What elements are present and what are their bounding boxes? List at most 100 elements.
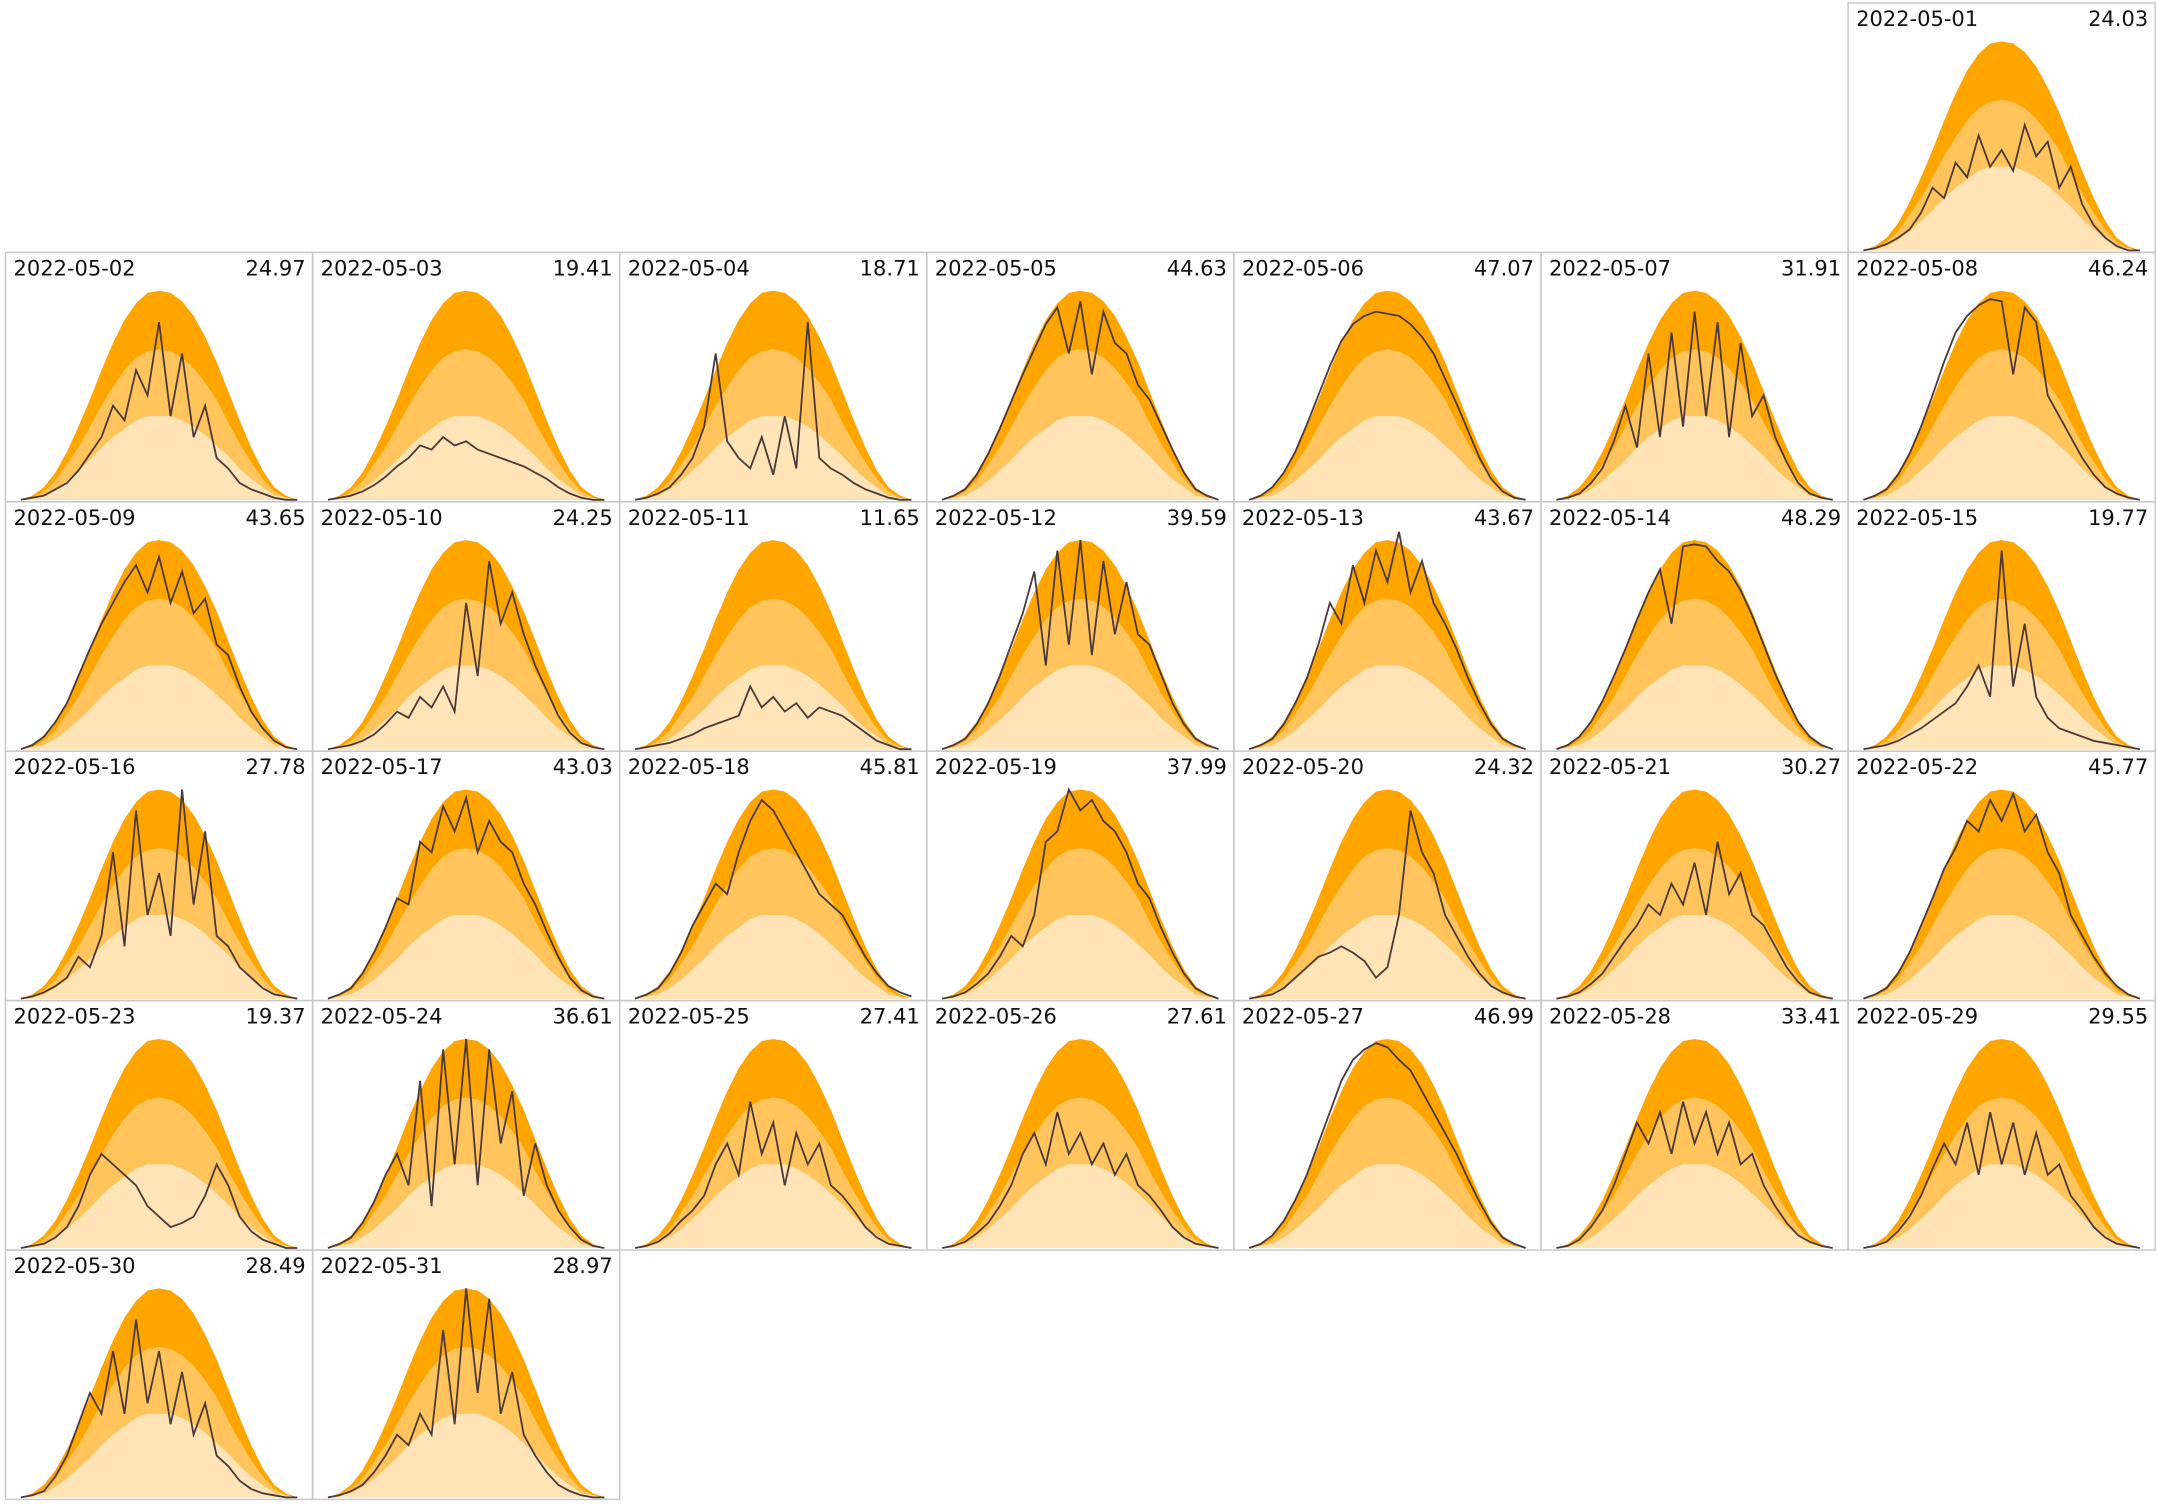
band-area	[1556, 665, 1833, 750]
power-line	[634, 1101, 912, 1249]
panel-date: 2022-05-21	[1549, 755, 1671, 779]
panel-date: 2022-05-29	[1856, 1005, 1978, 1029]
panel-date: 2022-05-03	[321, 256, 443, 280]
panel-date: 2022-05-24	[321, 1005, 443, 1029]
panel-date: 2022-05-14	[1549, 506, 1671, 530]
panel-total: 33.41	[1781, 1005, 1841, 1029]
panel-total: 44.63	[1167, 256, 1227, 280]
band-area	[20, 914, 298, 999]
band-area	[327, 665, 605, 750]
panel-total: 19.37	[245, 1005, 305, 1029]
panel-total: 24.03	[2088, 7, 2148, 31]
panel-total: 30.27	[1781, 755, 1841, 779]
panel-total: 19.41	[553, 256, 613, 280]
band-area	[942, 1164, 1219, 1248]
band-area	[20, 665, 298, 750]
panel-date: 2022-05-08	[1856, 256, 1978, 280]
panel-date: 2022-05-25	[628, 1005, 750, 1029]
panel-total: 43.03	[553, 755, 613, 779]
power-line	[1248, 1042, 1526, 1249]
panel-date: 2022-05-22	[1856, 755, 1978, 779]
band-area	[327, 1164, 605, 1248]
panel-total: 39.59	[1167, 506, 1227, 530]
power-line	[20, 321, 298, 501]
band-area	[942, 416, 1219, 500]
power-line	[327, 560, 605, 751]
band-area	[942, 914, 1219, 999]
power-line	[1863, 121, 2140, 252]
panel-total: 28.49	[245, 1254, 305, 1278]
panel-total: 27.41	[860, 1005, 920, 1029]
band-area	[635, 416, 912, 500]
panel-date: 2022-05-18	[628, 755, 750, 779]
power-line	[20, 553, 298, 751]
band-area	[1863, 416, 2140, 500]
power-line	[634, 322, 912, 501]
panel-total: 45.77	[2088, 755, 2148, 779]
panel-date: 2022-05-28	[1549, 1005, 1671, 1029]
panel	[311, 1249, 621, 1501]
panel-total: 47.07	[1474, 256, 1534, 280]
power-line	[634, 684, 912, 751]
panel-total: 28.97	[553, 1254, 613, 1278]
panel-date: 2022-05-23	[14, 1005, 136, 1029]
power-line	[1556, 543, 1834, 751]
panel-date: 2022-05-31	[321, 1254, 443, 1278]
band-area	[1249, 914, 1526, 999]
panel-date: 2022-05-09	[14, 506, 136, 530]
power-line	[634, 798, 912, 1000]
panel-total: 37.99	[1167, 755, 1227, 779]
power-line	[20, 1152, 298, 1249]
panel-date: 2022-05-12	[935, 506, 1057, 530]
band-area	[1863, 1164, 2140, 1248]
panel-total: 11.65	[860, 506, 920, 530]
band-area	[1863, 914, 2140, 999]
power-line	[327, 794, 605, 1000]
panel-date: 2022-05-02	[14, 256, 136, 280]
panel-total: 43.65	[245, 506, 305, 530]
panel-date: 2022-05-16	[14, 755, 136, 779]
band-area	[942, 665, 1219, 750]
power-line	[1863, 791, 2141, 1000]
band-area	[20, 1164, 298, 1248]
panel-total: 24.97	[245, 256, 305, 280]
power-line	[1863, 298, 2141, 501]
band-area	[1556, 914, 1833, 999]
panel-total: 29.55	[2088, 1005, 2148, 1029]
panel-date: 2022-05-10	[321, 506, 443, 530]
power-line	[1556, 311, 1833, 501]
panel-total: 24.32	[1474, 755, 1534, 779]
power-line	[327, 435, 605, 501]
panel-date: 2022-05-27	[1242, 1005, 1364, 1029]
band-area	[20, 1413, 298, 1498]
panel-total: 27.78	[245, 755, 305, 779]
panel-total: 45.81	[860, 755, 920, 779]
band-area	[1249, 1164, 1526, 1248]
band-area	[1249, 416, 1526, 500]
panel-total: 46.24	[2088, 256, 2148, 280]
panel-date: 2022-05-05	[935, 256, 1057, 280]
power-line	[1556, 1101, 1833, 1249]
panel-date: 2022-05-13	[1242, 506, 1364, 530]
panel-date: 2022-05-01	[1856, 7, 1978, 31]
power-line	[1556, 841, 1833, 1000]
band-area	[1863, 166, 2140, 251]
panel-total: 36.61	[553, 1005, 613, 1029]
power-line	[1863, 1111, 2141, 1249]
panel-total: 31.91	[1781, 256, 1841, 280]
band-area	[327, 416, 605, 500]
panel-total: 48.29	[1781, 506, 1841, 530]
panel-total: 27.61	[1167, 1005, 1227, 1029]
band-area	[20, 416, 298, 500]
power-line	[941, 540, 1219, 751]
power-line	[327, 1288, 605, 1499]
panel-date: 2022-05-30	[14, 1254, 136, 1278]
power-line	[20, 789, 298, 1000]
band-area	[635, 1164, 912, 1248]
panel-date: 2022-05-17	[321, 755, 443, 779]
panel-total: 43.67	[1474, 506, 1534, 530]
power-line	[941, 787, 1219, 1000]
band-area	[327, 914, 605, 999]
